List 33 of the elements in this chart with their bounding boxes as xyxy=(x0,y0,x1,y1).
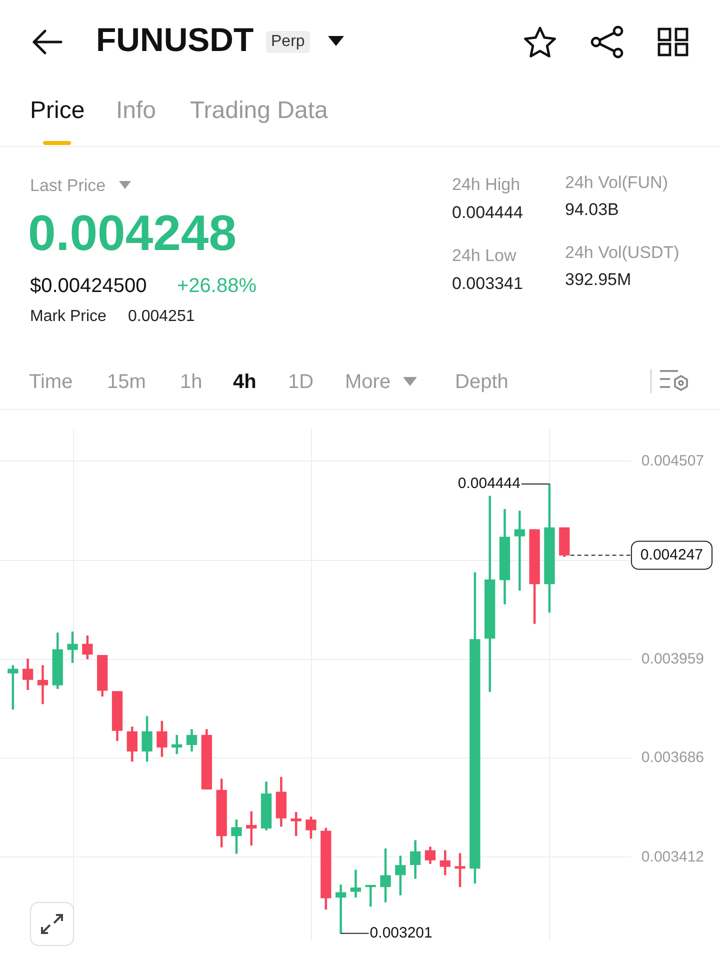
text: 24h Vol(FUN) xyxy=(565,173,668,193)
text: Price xyxy=(30,97,85,124)
text: 24h Vol(USDT) xyxy=(565,243,680,263)
y-tick-label: 0.003959 xyxy=(641,650,704,668)
text: Perp xyxy=(266,31,310,53)
chart-title: FUNUSDT xyxy=(96,21,254,58)
y-tick-label: 0.003412 xyxy=(641,848,704,866)
text: 94.03B xyxy=(565,200,619,220)
text: 15m xyxy=(107,371,146,393)
text: 0.004248 xyxy=(28,205,237,261)
text: $0.00424500 xyxy=(30,275,147,297)
annotation: 0.004444 xyxy=(458,475,520,492)
text: 24h High xyxy=(452,175,520,195)
y-tick-label: 0.003686 xyxy=(641,749,704,766)
annotation: 0.003201 xyxy=(370,924,432,942)
text: 4h xyxy=(233,371,256,393)
text: +26.88% xyxy=(177,275,257,297)
text: More xyxy=(345,371,391,393)
text: 1h xyxy=(180,371,202,393)
text: 392.95M xyxy=(565,270,632,290)
text: 0.004251 xyxy=(128,308,195,326)
text: 1D xyxy=(288,371,314,393)
y-tick-label: 0.004507 xyxy=(641,452,704,470)
text: 24h Low xyxy=(452,246,516,266)
text: Trading Data xyxy=(190,97,328,124)
text: 0.003341 xyxy=(452,274,523,294)
text: Last Price xyxy=(30,176,106,196)
text: Depth xyxy=(455,371,508,393)
text: Info xyxy=(116,97,156,124)
ref-line-label: 0.004247 xyxy=(640,546,704,564)
text: Time xyxy=(29,371,73,393)
text: Mark Price xyxy=(30,308,106,326)
text: 0.004444 xyxy=(452,203,523,223)
